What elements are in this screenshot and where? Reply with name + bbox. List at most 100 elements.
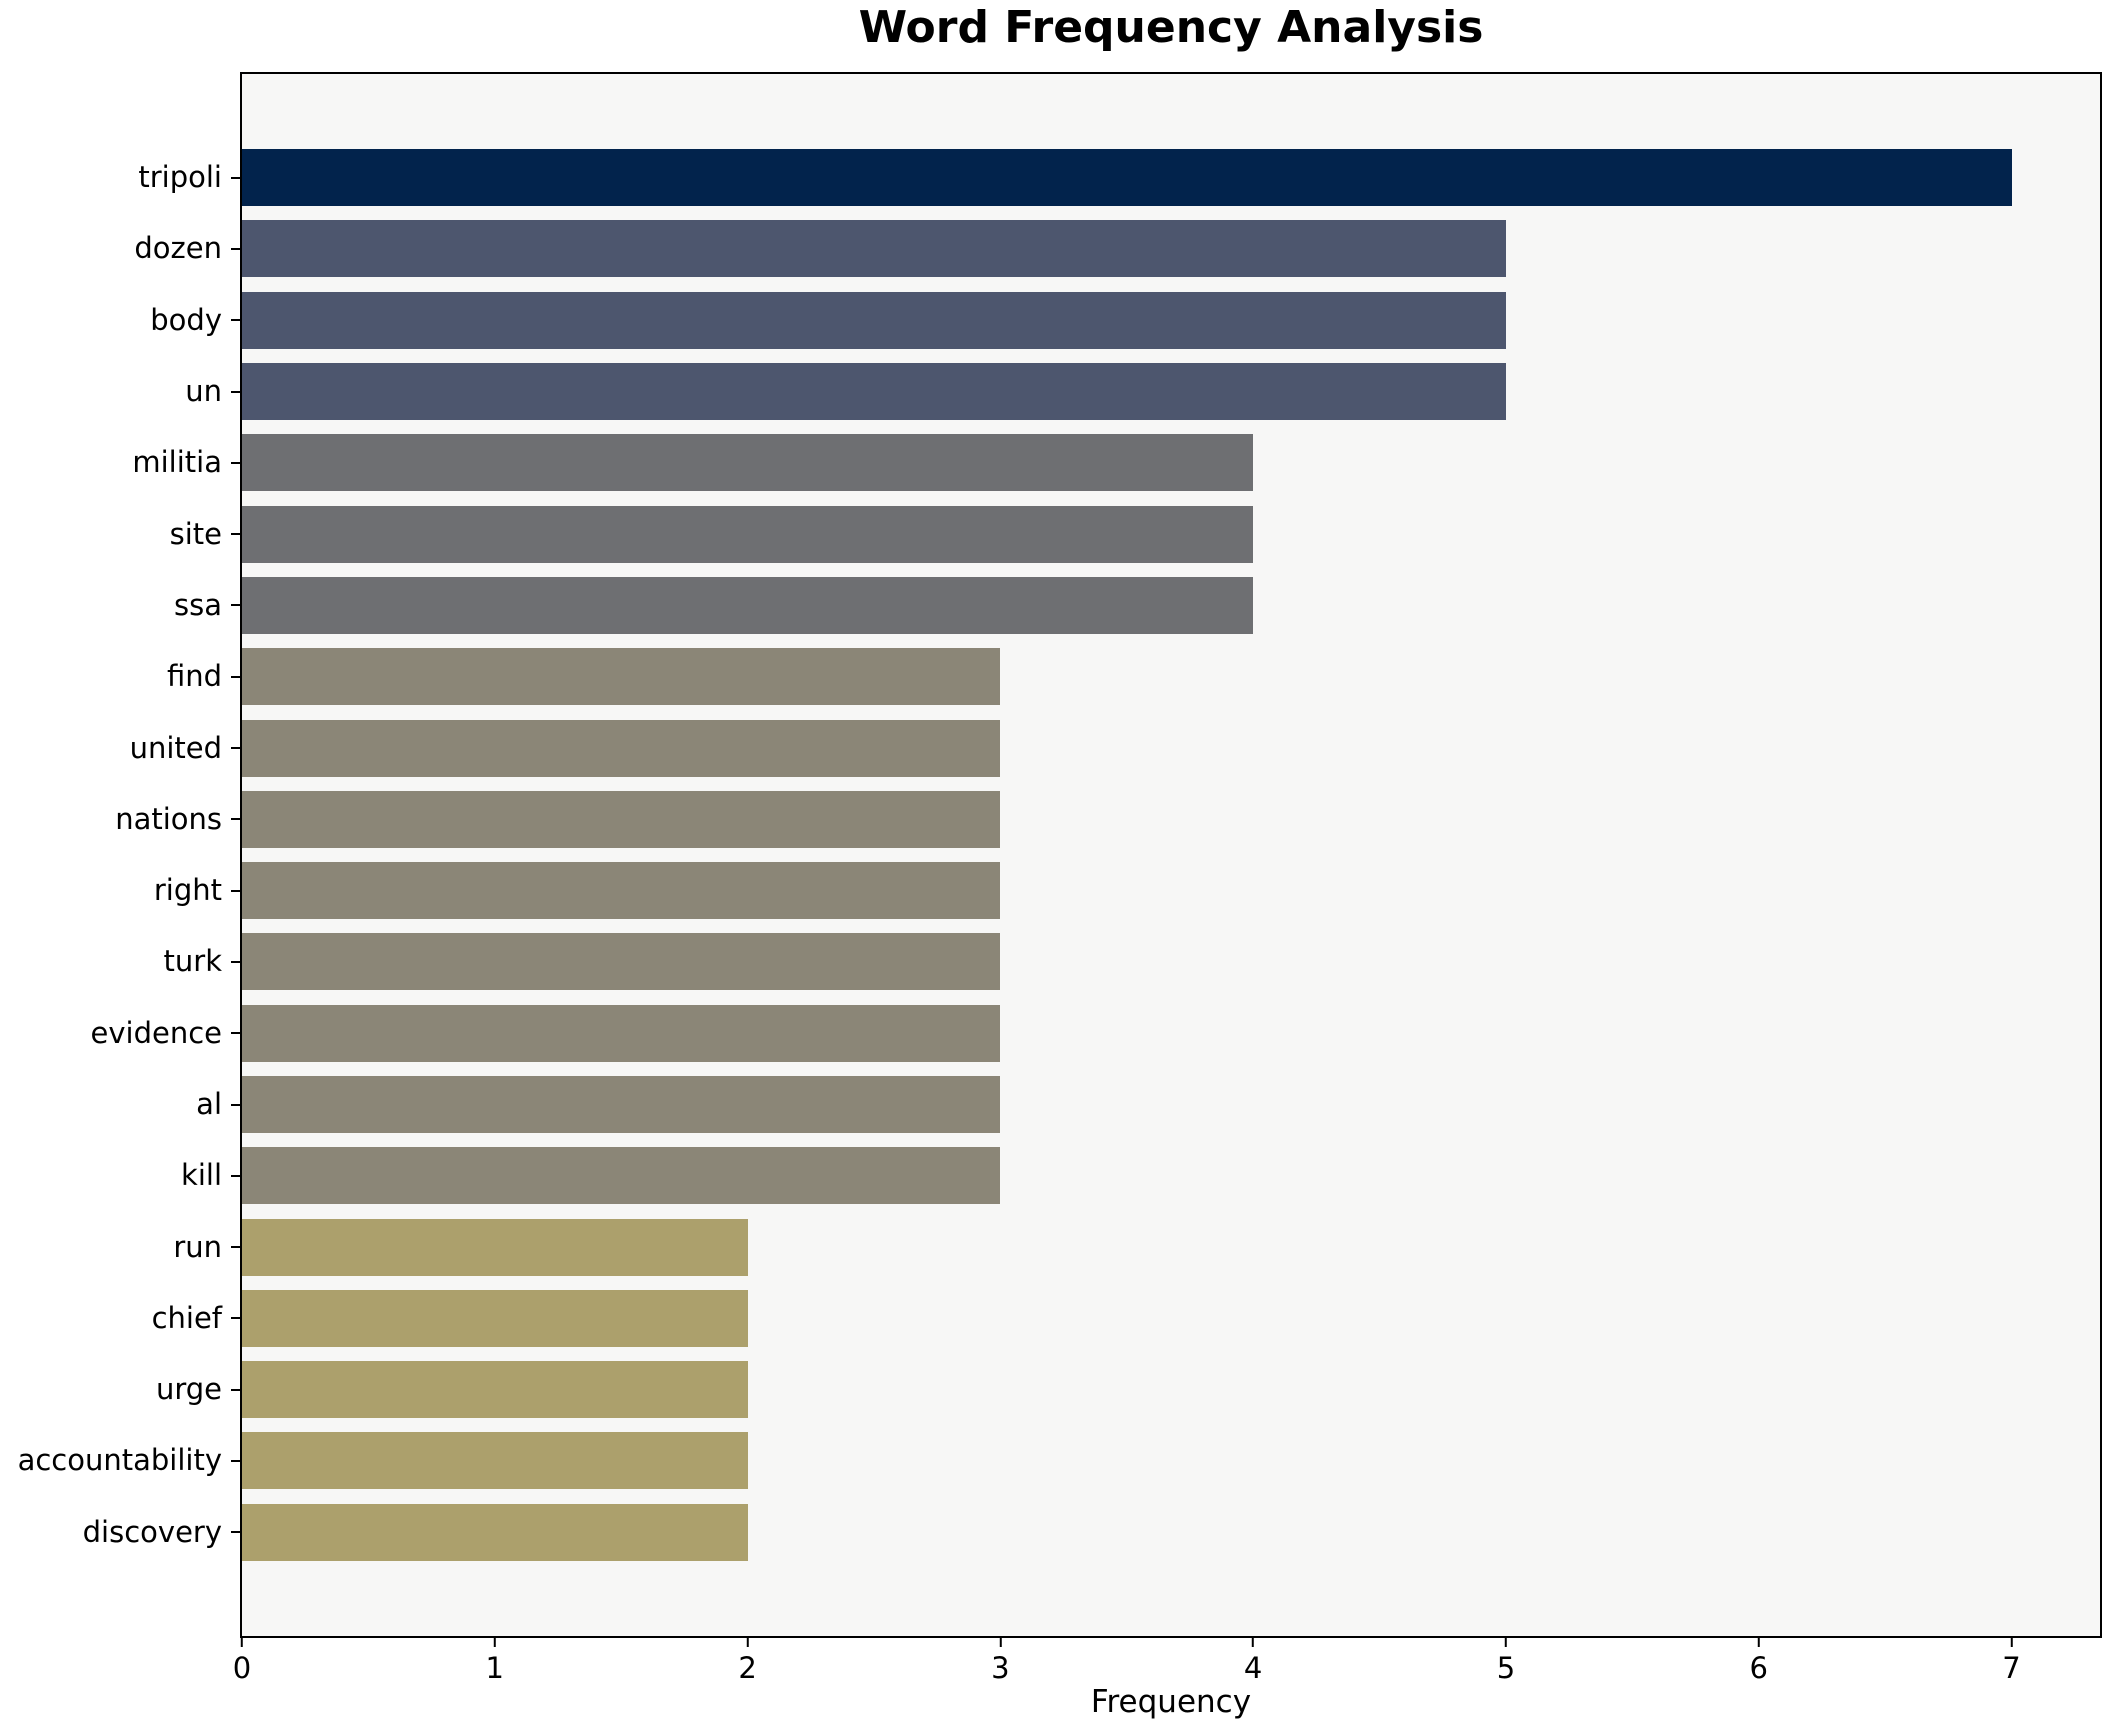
bar-discovery [242,1503,748,1561]
bar-row: un [185,356,2100,427]
bar-row: chief [152,1283,2100,1354]
x-tick-label: 6 [1749,1651,1768,1685]
y-tick-mark [231,1531,240,1534]
bar-row: accountability [18,1425,2100,1496]
bar-row: al [196,1069,2100,1140]
bars-container: tripoli dozen body un militia site ssa find unit… [18,74,2100,1636]
bar-row: discovery [83,1497,2100,1568]
y-tick-label: dozen [134,231,222,266]
y-tick-mark [231,1032,240,1035]
y-tick-label: urge [155,1372,222,1407]
plot-area: tripoli dozen body un militia site ssa find unit… [18,72,2102,1683]
x-tick-label: 5 [1496,1651,1516,1685]
bar-militia [242,434,1254,492]
bar-body [242,291,1506,349]
y-tick-label: un [185,374,222,409]
bar-row: dozen [134,213,2100,284]
y-tick-mark [231,960,240,963]
y-tick-mark [231,1246,240,1249]
y-tick-mark [231,675,240,678]
y-tick-mark [231,1388,240,1391]
y-tick-label: al [196,1087,222,1121]
y-tick-mark [231,818,240,821]
y-tick-label: site [169,516,222,551]
bar-un [242,363,1506,421]
y-tick-label: right [153,873,222,908]
y-tick-label: ssa [174,587,222,622]
x-tick-label: 0 [232,1651,252,1685]
x-tick: 5 [1497,1638,1515,1683]
y-tick-label: united [129,730,222,765]
y-tick-mark [231,889,240,892]
bar-al [242,1076,1001,1133]
x-tick: 3 [991,1638,1010,1685]
bar-chief [242,1289,748,1347]
y-tick-mark [231,1317,240,1320]
chart-title: Word Frequency Analysis [858,2,1484,53]
y-tick-mark [231,176,240,179]
y-tick-label: tripoli [138,160,222,195]
y-tick-mark [231,1174,240,1177]
bar-row: united [130,712,2100,783]
y-tick-label: kill [181,1158,222,1193]
x-tick: 4 [1244,1638,1262,1683]
y-tick-mark [231,1103,240,1106]
bar-row: turk [164,926,2100,997]
bar-united [242,719,1001,777]
bar-row: evidence [91,998,2100,1069]
x-tick-label: 4 [1243,1651,1263,1685]
x-tick: 1 [486,1638,504,1683]
x-tick: 7 [2002,1638,2021,1685]
x-tick-label: 1 [485,1651,505,1685]
bar-run [242,1218,748,1276]
y-tick-label: run [173,1229,222,1264]
x-axis-label: Frequency [1090,1684,1252,1720]
x-tick-mark [1757,1638,1760,1647]
y-tick-mark [231,461,240,464]
y-tick-label: find [166,659,222,694]
y-tick-mark [231,1459,240,1462]
y-tick-label: nations [115,801,222,836]
y-tick-mark [231,533,240,536]
y-tick-mark [231,319,240,322]
bar-row: kill [181,1140,2100,1211]
x-tick-mark [999,1638,1002,1647]
x-tick-mark [493,1638,496,1647]
bar-row: urge [156,1354,2100,1425]
x-tick: 2 [738,1638,757,1683]
y-tick-mark [231,390,240,393]
bar-row: find [167,641,2100,712]
x-tick-label: 7 [2002,1651,2021,1685]
x-tick-mark [2010,1638,2013,1647]
bar-nations [242,790,1001,848]
x-tick-mark [1252,1638,1255,1647]
x-tick-mark [1504,1638,1507,1647]
y-tick-label: evidence [90,1015,222,1050]
bar-row: right [154,855,2100,926]
bar-kill [242,1147,1001,1205]
y-tick-label: body [150,302,222,337]
y-tick-label: discovery [82,1514,222,1549]
bar-row: ssa [174,570,2100,641]
bar-site [242,505,1254,563]
bar-find [242,648,1001,706]
bar-dozen [242,220,1506,278]
y-tick-mark [231,247,240,250]
y-tick-label: militia [132,445,222,480]
x-tick: 0 [233,1638,251,1683]
bar-row: site [170,498,2100,569]
y-tick-label: accountability [17,1443,222,1478]
x-tick: 6 [1750,1638,1768,1683]
bar-urge [242,1361,748,1419]
x-tick-label: 3 [991,1651,1010,1685]
bar-tripoli [242,149,2012,207]
bar-row: tripoli [138,142,2100,213]
y-tick-label: turk [163,944,222,979]
bar-ssa [242,576,1254,634]
bar-accountability [242,1432,748,1490]
y-tick-label: chief [151,1300,222,1335]
bar-row: nations [115,784,2100,855]
bar-row: militia [132,427,2100,498]
bar-row: body [150,285,2100,356]
